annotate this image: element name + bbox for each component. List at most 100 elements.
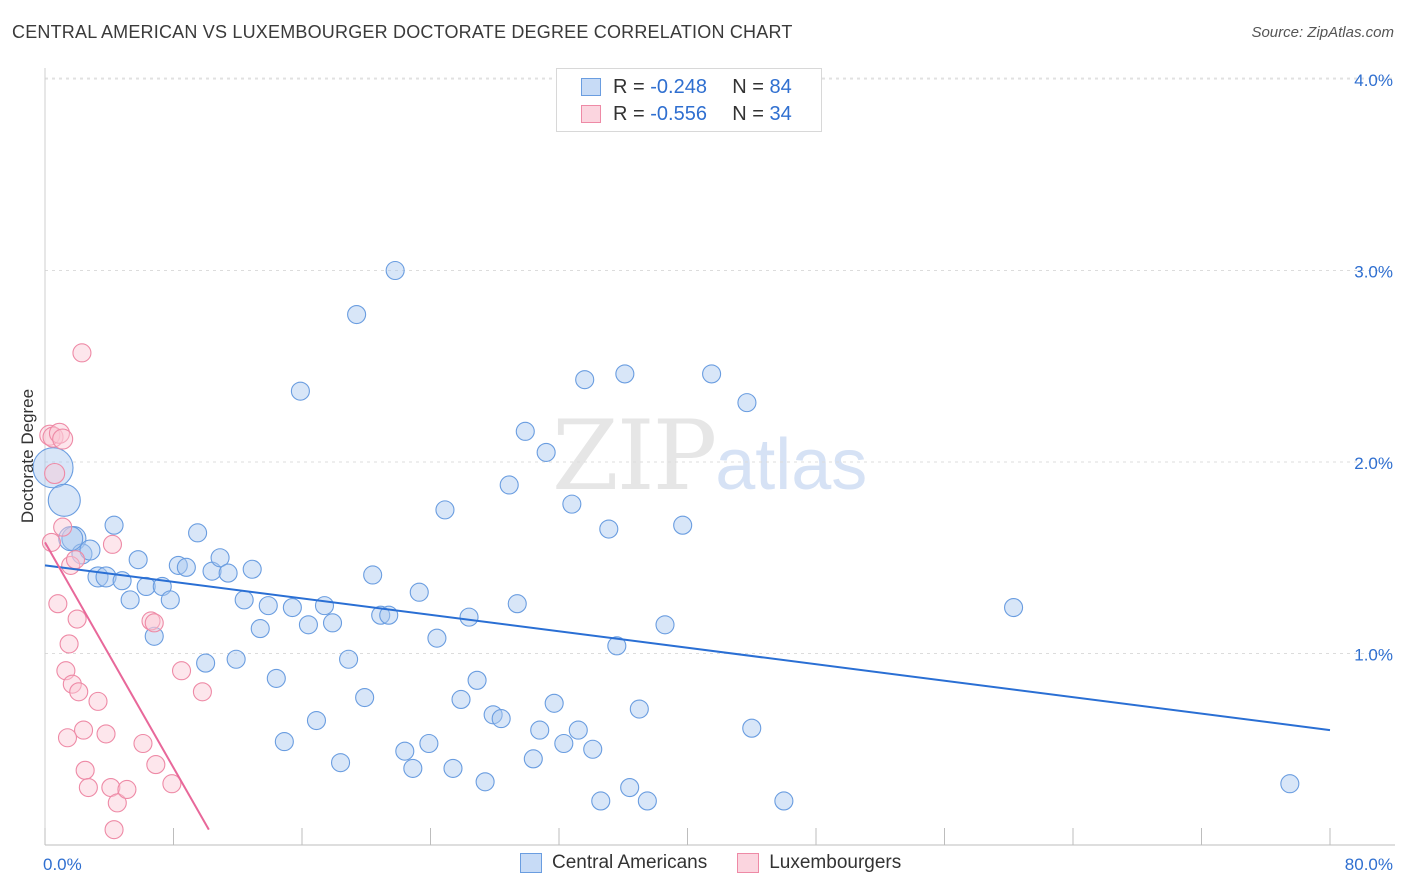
central-american-point — [188, 523, 208, 543]
central-american-point — [620, 777, 640, 798]
legend-swatch-blue — [581, 78, 601, 96]
central-american-point — [210, 548, 230, 568]
central-american-point — [507, 594, 527, 614]
central-american-point — [298, 615, 318, 635]
luxembourger-point — [74, 720, 94, 740]
central-american-point — [196, 653, 216, 673]
luxembourger-point — [44, 462, 66, 485]
series-legend-luxembourgers[interactable]: Luxembourgers — [737, 852, 901, 874]
central-american-point — [314, 596, 335, 616]
central-american-point — [655, 615, 675, 635]
central-american-point — [1004, 597, 1024, 618]
watermark-zip: ZIP — [552, 400, 717, 512]
central-american-point — [403, 758, 423, 778]
luxembourger-point — [53, 517, 73, 537]
central-american-point — [523, 749, 543, 769]
central-american-point — [435, 500, 455, 520]
series-swatch-blue — [520, 853, 542, 873]
central-american-point — [459, 607, 479, 627]
luxembourger-point — [52, 428, 74, 450]
axes — [44, 68, 1395, 846]
y-axis-title: Doctorate Degree — [18, 389, 37, 523]
central-american-point — [607, 636, 627, 656]
central-americans-trend-line — [44, 564, 1331, 732]
legend-swatch-pink — [581, 105, 601, 123]
central-american-point — [79, 539, 101, 561]
legend-n-value: 34 — [769, 102, 792, 125]
legend-r-value: -0.248 — [650, 75, 707, 98]
luxembourger-point — [48, 422, 71, 444]
x-tick-label: 80.0% — [1345, 855, 1393, 874]
luxembourger-point — [117, 779, 137, 800]
series-legend: Central Americans Luxembourgers — [520, 852, 931, 874]
central-american-point — [1280, 774, 1300, 794]
luxembourger-point — [57, 728, 78, 748]
legend-n-label: N = — [732, 102, 764, 125]
luxembourgers-points — [39, 343, 212, 840]
luxembourgers-trend-line — [44, 541, 210, 831]
central-american-point — [409, 582, 429, 602]
luxembourger-point — [133, 733, 153, 754]
central-american-point — [218, 563, 238, 583]
central-american-point — [702, 364, 722, 384]
central-american-point — [467, 670, 487, 690]
central-american-point — [615, 364, 635, 384]
chart-title: CENTRAL AMERICAN VS LUXEMBOURGER DOCTORA… — [12, 22, 793, 42]
x-tick-label: 0.0% — [43, 855, 82, 874]
central-american-point — [536, 442, 556, 462]
central-american-point — [475, 772, 495, 792]
legend-r-value: -0.556 — [650, 102, 707, 125]
series-legend-central-americans[interactable]: Central Americans — [520, 852, 707, 874]
central-american-point — [120, 590, 140, 610]
central-american-point — [575, 370, 595, 390]
central-american-point — [144, 626, 164, 646]
y-tick-label: 2.0% — [1354, 454, 1393, 473]
luxembourger-point — [65, 550, 86, 570]
central-american-point — [95, 566, 117, 588]
central-american-point — [128, 550, 148, 570]
central-american-point — [371, 605, 391, 625]
luxembourger-point — [75, 760, 95, 780]
central-american-point — [499, 475, 519, 495]
legend-n-label: N = — [732, 75, 764, 98]
watermark: ZIPatlas — [552, 400, 867, 512]
central-american-point — [339, 649, 359, 669]
central-american-point — [742, 718, 762, 738]
central-american-point — [250, 619, 270, 639]
luxembourger-point — [192, 682, 212, 702]
central-american-point — [554, 733, 574, 754]
central-american-point — [385, 260, 405, 281]
central-american-point — [322, 613, 343, 633]
luxembourger-point — [69, 682, 89, 702]
luxembourger-point — [146, 755, 166, 775]
central-american-point — [673, 515, 693, 535]
legend-row-luxembourgers: R = -0.556 N = 34 — [581, 102, 792, 126]
central-american-point — [599, 519, 619, 539]
central-american-point — [226, 649, 246, 669]
luxembourger-point — [171, 661, 192, 681]
central-american-point — [168, 555, 188, 575]
trend-lines — [44, 541, 1331, 831]
central-american-point — [544, 693, 564, 713]
central-american-point — [774, 791, 794, 811]
central-american-point — [355, 687, 375, 708]
central-american-point — [290, 381, 310, 401]
luxembourger-point — [59, 634, 79, 654]
legend-n-value: 84 — [769, 75, 792, 98]
central-american-point — [176, 557, 196, 577]
central-american-point — [242, 559, 262, 579]
luxembourger-point — [107, 793, 127, 813]
central-american-point — [258, 596, 278, 616]
central-american-point — [234, 590, 254, 610]
luxembourger-point — [67, 609, 87, 629]
central-american-point — [363, 565, 383, 585]
series-label: Luxembourgers — [769, 852, 902, 873]
central-american-point — [306, 710, 327, 731]
legend-r-label: R = — [613, 102, 645, 125]
central-american-point — [629, 699, 649, 719]
central-american-point — [58, 526, 84, 552]
luxembourger-point — [88, 691, 108, 711]
luxembourger-point — [102, 534, 123, 554]
luxembourger-point — [104, 820, 124, 840]
series-swatch-pink — [737, 853, 760, 873]
